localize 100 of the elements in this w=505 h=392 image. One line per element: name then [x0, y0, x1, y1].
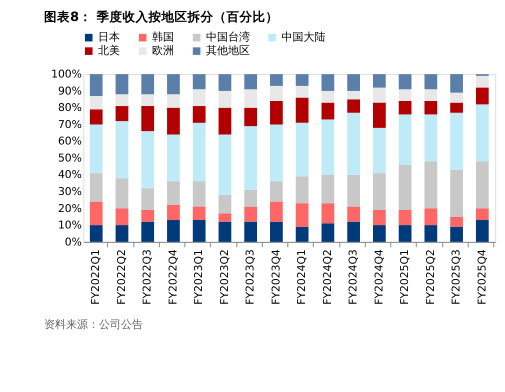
bar — [90, 74, 103, 96]
bar — [322, 223, 334, 242]
bar — [218, 108, 232, 135]
bar — [167, 204, 180, 220]
legend-label: 中国台湾 — [206, 30, 250, 44]
bar — [296, 86, 309, 98]
x-tick-label: FY2023Q2 — [218, 249, 231, 305]
bar — [450, 102, 463, 113]
bar — [244, 126, 258, 190]
legend-label: 其他地区 — [206, 44, 250, 58]
y-tick-label: 50% — [58, 151, 82, 164]
bar — [372, 210, 386, 226]
bar — [90, 173, 103, 202]
y-tick-label: 40% — [58, 168, 82, 182]
x-tick-label: FY2024Q3 — [346, 249, 360, 305]
bar — [372, 173, 386, 210]
bar — [244, 89, 258, 108]
y-tick-label: 20% — [58, 202, 82, 215]
bar — [90, 225, 103, 242]
legend-label: 中国大陆 — [281, 30, 326, 44]
bar — [167, 74, 180, 94]
bar — [424, 208, 438, 226]
bar — [218, 74, 232, 91]
bar — [270, 222, 283, 242]
x-tick-label: FY2025Q2 — [424, 249, 437, 305]
bar — [141, 188, 154, 210]
x-tick-label: FY2024Q2 — [320, 249, 334, 305]
bar — [424, 89, 438, 102]
bar — [476, 88, 489, 104]
bar — [296, 98, 309, 123]
bar — [192, 122, 206, 182]
y-tick-label: 90% — [58, 84, 82, 98]
bar — [90, 96, 103, 110]
bar — [450, 92, 463, 103]
bar — [167, 94, 180, 108]
bar — [347, 206, 360, 222]
bar — [398, 101, 412, 114]
bar — [116, 208, 128, 226]
y-tick-label: 0% — [64, 235, 82, 248]
bar — [141, 106, 154, 132]
x-tick-label: FY2025Q4 — [475, 249, 488, 305]
bar — [116, 178, 128, 208]
x-tick-label: FY2023Q3 — [244, 249, 257, 305]
bar — [476, 161, 489, 208]
bar — [476, 220, 489, 242]
bar — [372, 128, 386, 174]
bar — [398, 74, 412, 90]
bar — [167, 181, 180, 205]
bar — [372, 102, 386, 128]
bar — [192, 181, 206, 207]
bar — [322, 119, 334, 175]
bar — [476, 208, 489, 220]
bar — [270, 202, 283, 222]
bar — [322, 90, 334, 103]
bar — [218, 194, 232, 214]
bar — [192, 206, 206, 220]
y-tick-label: 70% — [58, 118, 82, 131]
bar — [424, 114, 438, 162]
x-tick-label: FY2022Q1 — [89, 249, 102, 305]
x-tick-label: FY2025Q1 — [398, 249, 412, 305]
bar — [476, 104, 489, 162]
y-tick-label: 10% — [58, 218, 82, 232]
bar — [398, 225, 412, 242]
x-tick-label: FY2022Q4 — [166, 249, 180, 305]
bar — [116, 121, 128, 178]
legend-label: 北美 — [98, 44, 120, 58]
legend-label: 韩国 — [152, 30, 174, 44]
legend-label: 欧洲 — [152, 44, 174, 58]
bar — [347, 112, 360, 175]
bar — [192, 220, 206, 242]
y-tick-label: 80% — [58, 101, 82, 114]
bar — [322, 203, 334, 224]
bar — [141, 210, 154, 222]
bar — [90, 202, 103, 226]
bar — [322, 174, 334, 204]
x-tick-label: FY2023Q4 — [269, 249, 282, 305]
x-tick-label: FY2024Q4 — [372, 249, 386, 305]
bar — [218, 222, 232, 242]
bar — [218, 90, 232, 108]
text: 资料来源：公司公告 — [44, 318, 144, 332]
bar — [270, 124, 283, 182]
bar — [116, 94, 128, 106]
bar — [116, 225, 128, 242]
bar — [141, 222, 154, 242]
bar — [296, 74, 309, 86]
bar — [450, 74, 463, 93]
bar — [372, 88, 386, 103]
bar — [270, 101, 283, 124]
bar — [347, 222, 360, 242]
bar — [90, 124, 103, 174]
y-tick-label: 100% — [51, 68, 82, 81]
bar — [424, 161, 438, 208]
bar — [116, 106, 128, 122]
bar — [398, 210, 412, 226]
bar — [424, 74, 438, 90]
bar — [270, 86, 283, 102]
x-tick-label: FY2024Q1 — [295, 249, 308, 305]
bar — [398, 164, 412, 210]
bar — [244, 222, 258, 242]
bar — [141, 131, 154, 188]
